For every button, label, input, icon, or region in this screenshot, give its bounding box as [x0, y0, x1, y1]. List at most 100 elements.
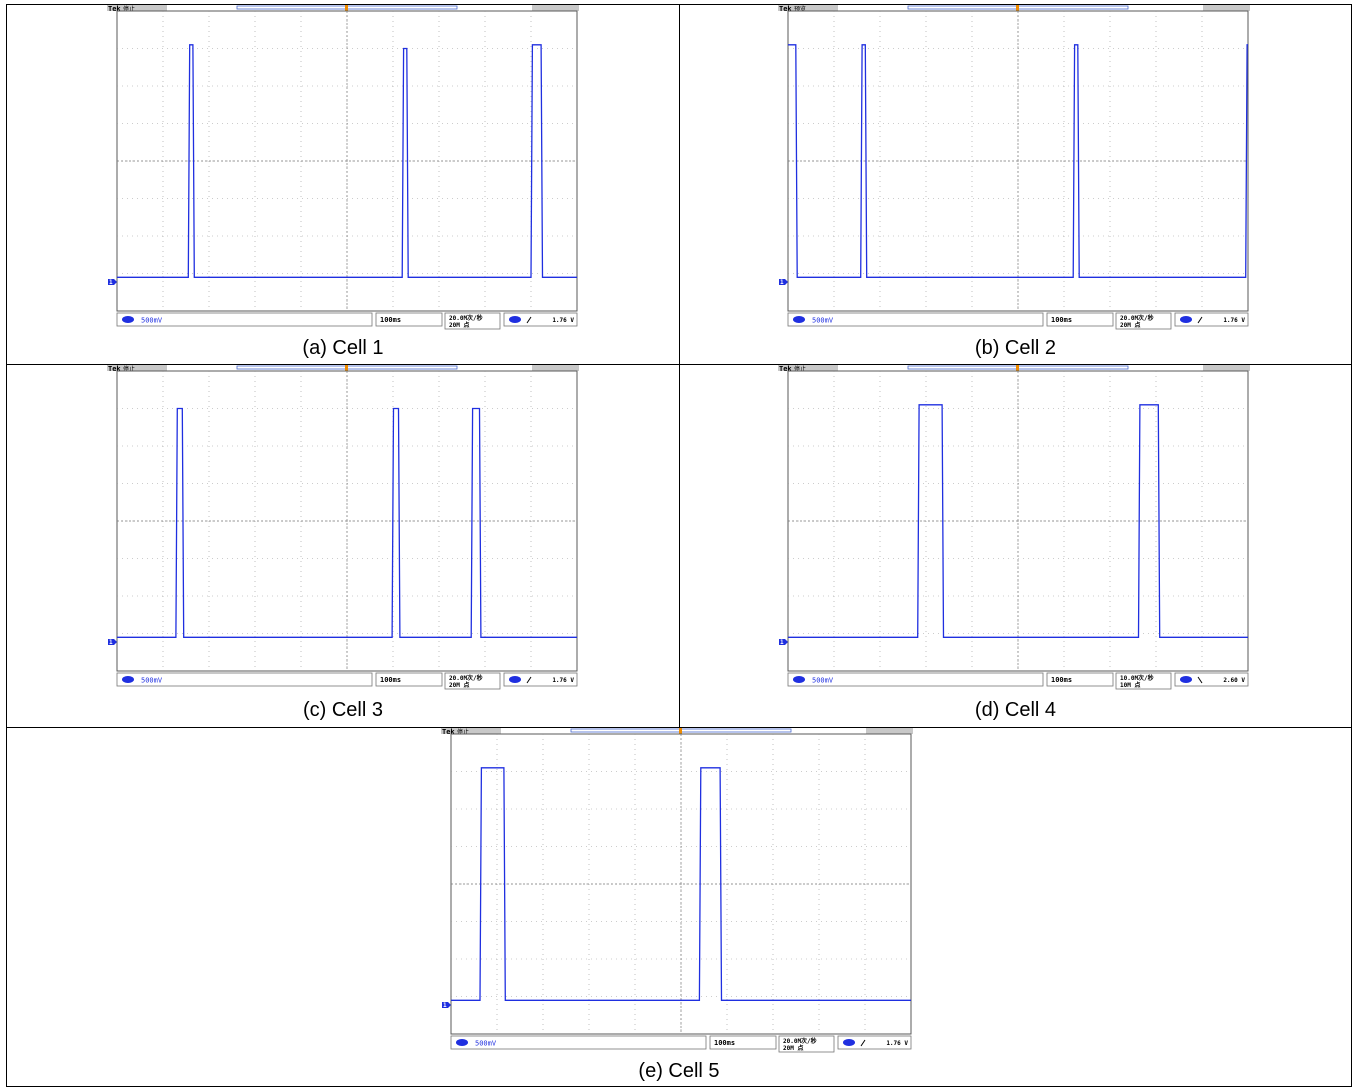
sample-rate-box [1115, 672, 1172, 690]
top-bar-left [107, 5, 167, 11]
trigger-slope-icon [1197, 316, 1203, 324]
status-label: 预览 [794, 5, 806, 13]
record-length-label: 20M 点 [783, 1044, 803, 1052]
panel-a: Tek 停止 1 500mV 100ms 20.0M次/秒 20M 点 1.76 V (a) … [7, 5, 679, 364]
top-bar [441, 728, 913, 734]
panel-d: Tek 停止 1 500mV 100ms 10.0M次/秒 10M 点 2.60 V (d) … [680, 365, 1351, 727]
trigger-channel-badge [509, 676, 521, 683]
timebase-box [1046, 312, 1114, 327]
timebase-label: 100ms [380, 316, 401, 324]
channel-1-badge [122, 676, 134, 683]
top-bar [778, 365, 1250, 371]
oscilloscope-screenshot: Tek 停止 1 500mV 100ms 20.0M次/秒 20M 点 1.76 V [107, 365, 579, 691]
oscilloscope-screenshot: Tek 停止 1 500mV 100ms 20.0M次/秒 20M 点 1.76 V [107, 5, 579, 331]
trigger-slope-icon [526, 676, 532, 684]
oscilloscope-screenshot: Tek 停止 1 500mV 100ms 10.0M次/秒 10M 点 2.60 V [778, 365, 1250, 691]
status-label: 停止 [794, 365, 806, 373]
status-label: 停止 [457, 728, 469, 736]
trigger-level-label: 2.60 V [1223, 677, 1245, 684]
channel-readout-box [450, 1035, 707, 1050]
panel-e: Tek 停止 1 500mV 100ms 20.0M次/秒 20M 点 1.76 V (e) … [7, 728, 1351, 1086]
trigger-slope-icon [860, 1039, 866, 1047]
channel-readout-box [787, 312, 1044, 327]
top-bar-right [1203, 5, 1250, 11]
record-length-label: 20M 点 [449, 681, 469, 689]
channel-readout-box [116, 672, 373, 687]
timebase-box [709, 1035, 777, 1050]
trigger-channel-badge [843, 1039, 855, 1046]
trigger-position-marker [1016, 365, 1019, 371]
channel-scale-label: 500mV [475, 1040, 497, 1048]
trigger-channel-badge [1180, 316, 1192, 323]
top-bar-right [866, 728, 913, 734]
channel-1-marker [442, 1002, 451, 1008]
top-bar-left [107, 365, 167, 371]
timebase-label: 100ms [1051, 676, 1072, 684]
waveform-trace [788, 44, 1248, 278]
divider-v1 [679, 4, 680, 728]
trigger-slope-icon [526, 316, 532, 324]
channel-1-marker-label: 1 [443, 1002, 447, 1009]
timebase-label: 100ms [714, 1039, 735, 1047]
channel-1-marker-label: 1 [780, 639, 784, 646]
panel-caption: (a) Cell 1 [302, 337, 384, 359]
top-bar [107, 5, 579, 11]
timebase-box [1046, 672, 1114, 687]
brand-label: Tek [779, 5, 792, 13]
trigger-level-label: 1.76 V [552, 677, 574, 684]
channel-1-badge [793, 676, 805, 683]
brand-label: Tek [442, 728, 455, 736]
sample-rate-box [444, 672, 501, 690]
trigger-position-marker [679, 728, 682, 734]
trigger-box [1174, 672, 1249, 687]
panel-caption: (b) Cell 2 [974, 337, 1057, 359]
top-bar-right [1203, 365, 1250, 371]
trigger-level-label: 1.76 V [552, 317, 574, 324]
timebase-box [375, 312, 443, 327]
channel-readout-box [116, 312, 373, 327]
channel-scale-label: 500mV [141, 677, 163, 685]
brand-label: Tek [779, 365, 792, 373]
trigger-position-marker [345, 5, 348, 11]
status-label: 停止 [123, 5, 135, 13]
trigger-box [1174, 312, 1249, 327]
sample-rate-label: 20.0M次/秒 [449, 674, 483, 682]
trigger-position-marker [1016, 5, 1019, 11]
status-label: 停止 [123, 365, 135, 373]
oscilloscope-screenshot: Tek 预览 1 500mV 100ms 20.0M次/秒 20M 点 1.76 V [778, 5, 1250, 331]
trigger-level-label: 1.76 V [1223, 317, 1245, 324]
channel-1-marker [108, 279, 117, 285]
channel-readout-box [787, 672, 1044, 687]
channel-1-marker-label: 1 [780, 279, 784, 286]
top-bar [107, 365, 579, 371]
trigger-box [503, 312, 578, 327]
channel-1-marker [779, 639, 788, 645]
record-length-label: 20M 点 [449, 321, 469, 329]
trigger-channel-badge [509, 316, 521, 323]
top-bar-right [532, 5, 579, 11]
channel-1-marker [779, 279, 788, 285]
trigger-position-marker [345, 365, 348, 371]
trigger-level-label: 1.76 V [886, 1040, 908, 1047]
panel-caption: (d) Cell 4 [974, 699, 1057, 721]
waveform-trace [117, 407, 577, 638]
channel-scale-label: 500mV [141, 317, 163, 325]
channel-scale-label: 500mV [812, 677, 834, 685]
timebase-label: 100ms [1051, 316, 1072, 324]
sample-rate-label: 10.0M次/秒 [1120, 674, 1154, 682]
sample-rate-label: 20.0M次/秒 [1120, 314, 1154, 322]
top-bar-left [441, 728, 501, 734]
timebase-box [375, 672, 443, 687]
channel-1-marker-label: 1 [109, 639, 113, 646]
sample-rate-box [444, 312, 501, 330]
waveform-trace [788, 404, 1248, 638]
panel-b: Tek 预览 1 500mV 100ms 20.0M次/秒 20M 点 1.76 V (b) … [680, 5, 1351, 364]
oscilloscope-screenshot: Tek 停止 1 500mV 100ms 20.0M次/秒 20M 点 1.76 V [441, 728, 913, 1054]
sample-rate-label: 20.0M次/秒 [783, 1037, 817, 1045]
panel-caption: (c) Cell 3 [302, 699, 383, 721]
top-bar [778, 5, 1250, 11]
